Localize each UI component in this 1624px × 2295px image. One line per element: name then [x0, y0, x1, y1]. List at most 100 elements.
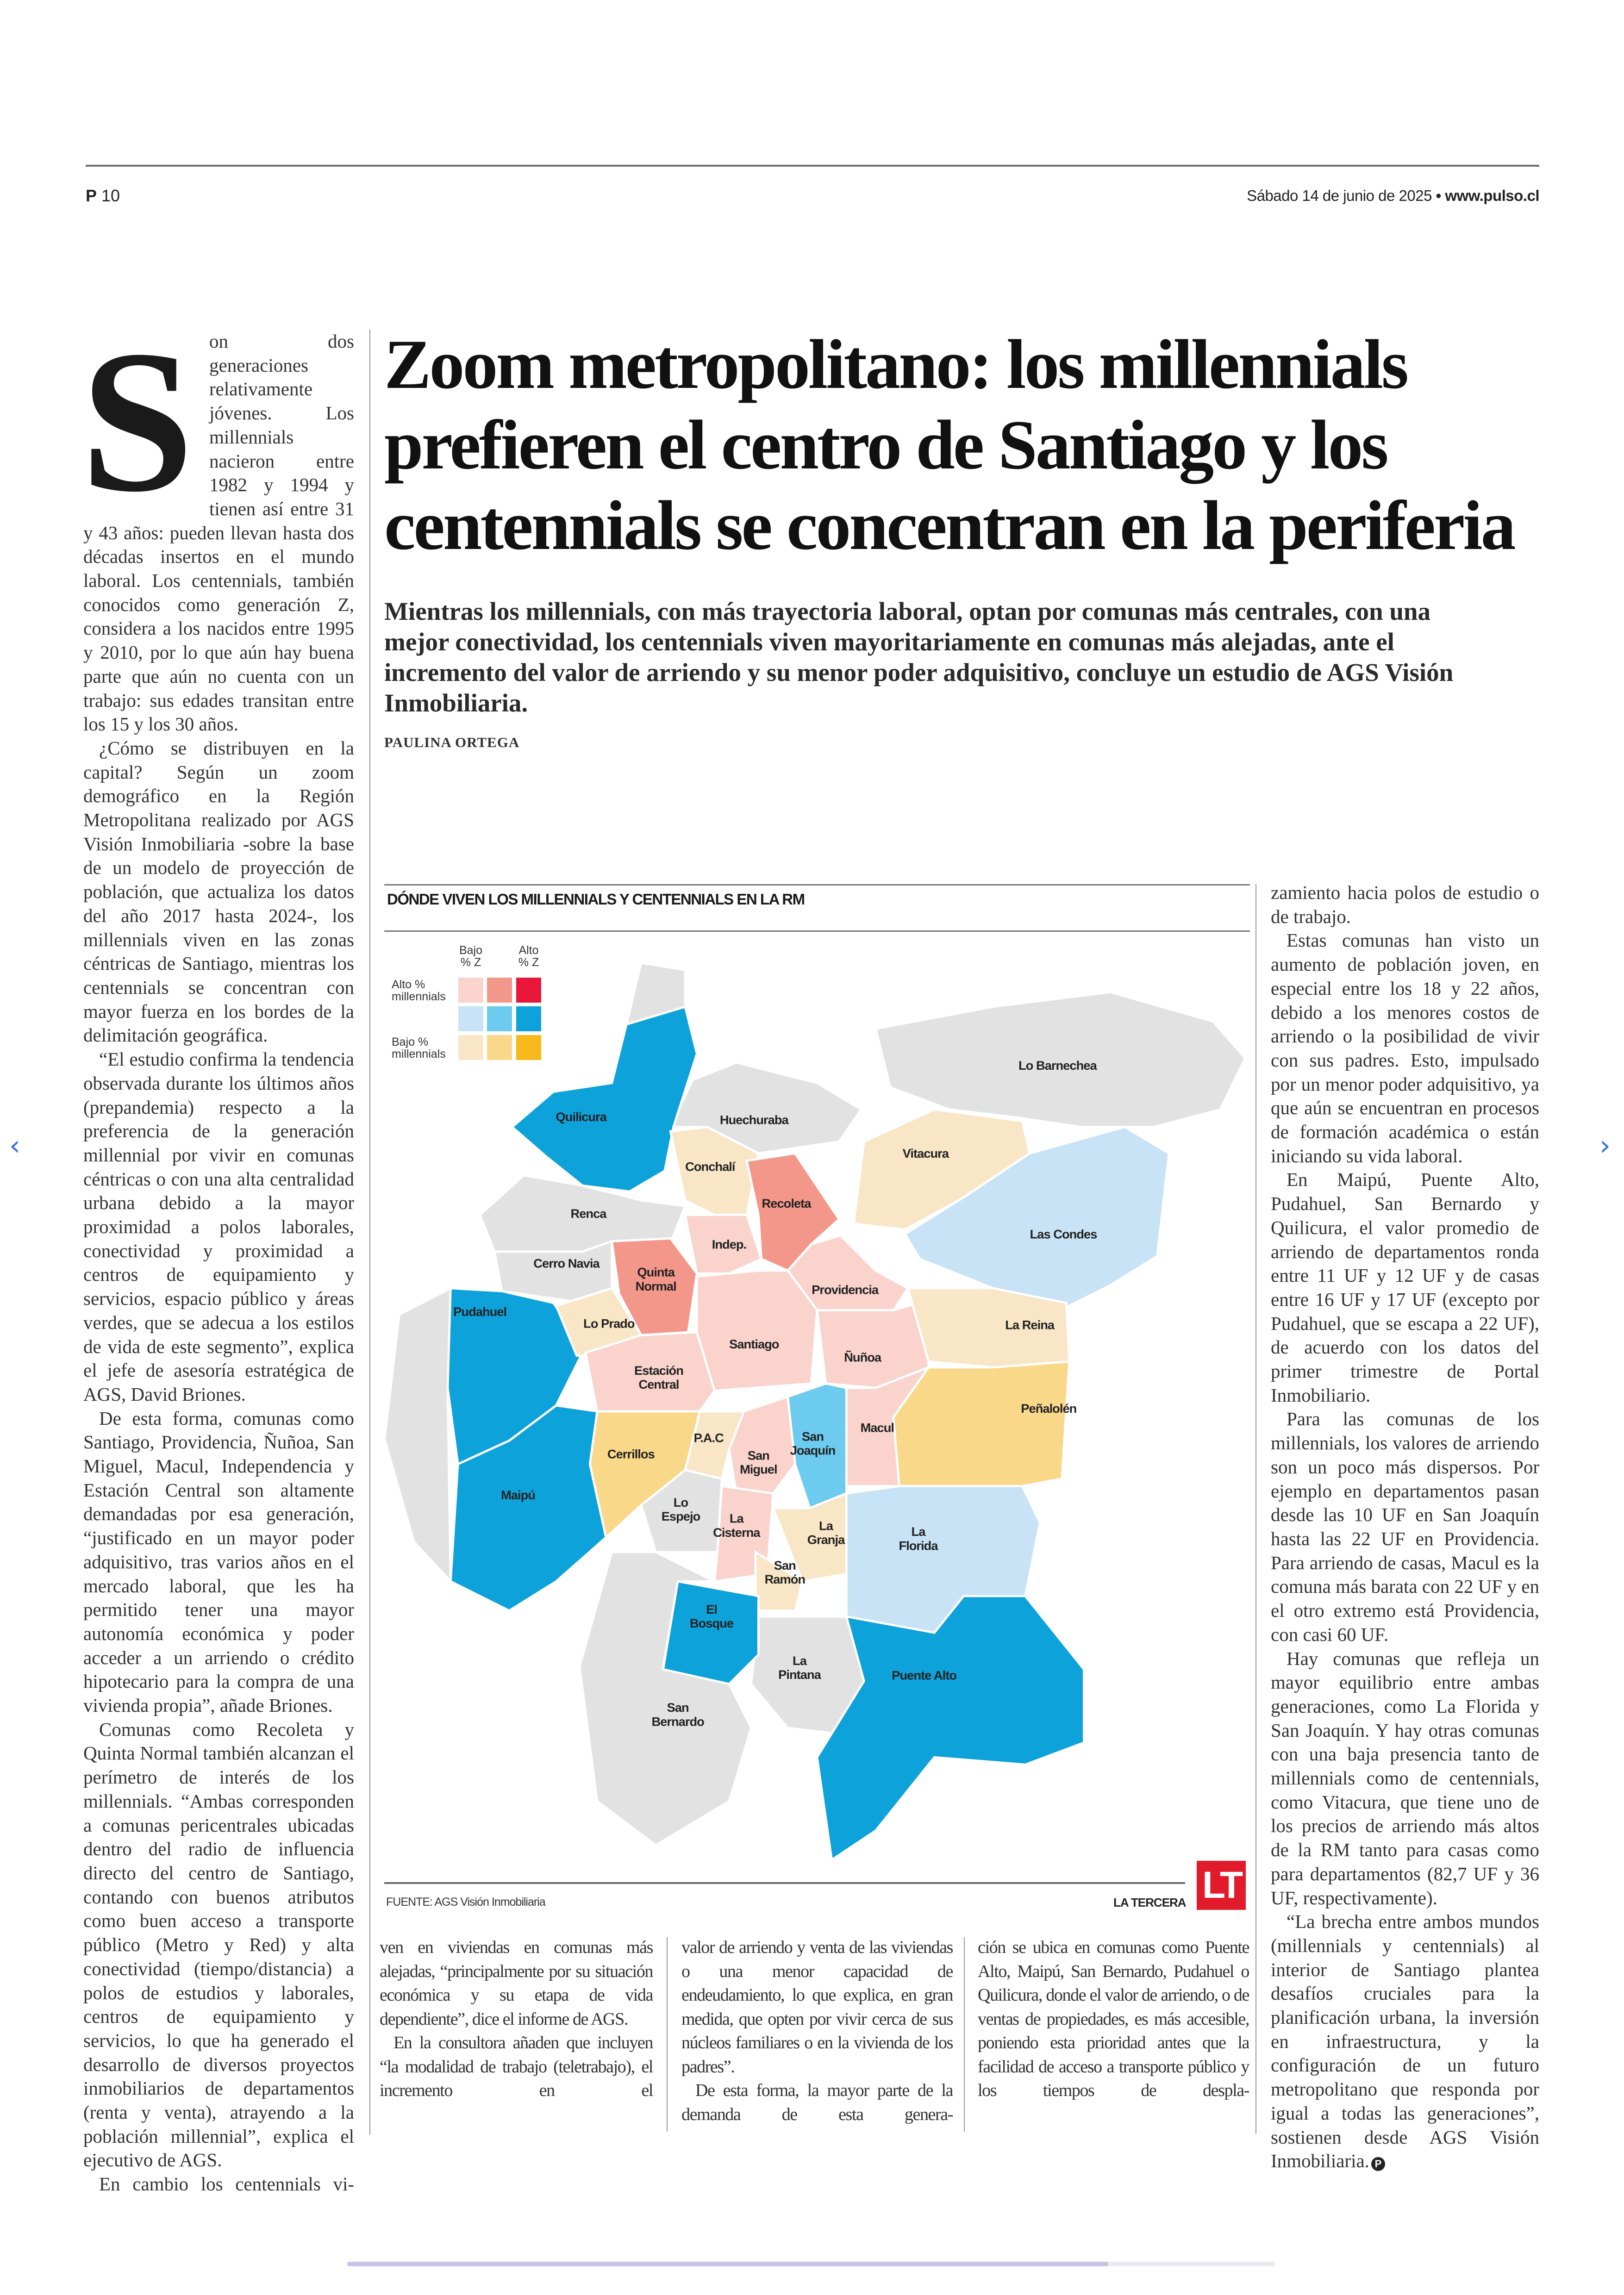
- paragraph: Estas comunas han visto un aumento de po…: [1271, 929, 1539, 1166]
- comuna-el-bosque: [662, 1580, 760, 1685]
- legend-swatch: [458, 1006, 483, 1031]
- chevron-left-icon[interactable]: ‹: [9, 1129, 20, 1162]
- map-region-outer: [383, 1286, 452, 1584]
- comuna-label: San Ramón: [765, 1558, 806, 1586]
- comuna-label: Indep.: [712, 1237, 746, 1252]
- paragraph: “El estudio confirma la tendencia observ…: [83, 1048, 354, 1405]
- paragraph: zamiento hacia polos de estudio o de tra…: [1271, 882, 1539, 927]
- paragraph: ción se ubica en comunas como Puente Alt…: [978, 1938, 1249, 2100]
- legend-swatch: [458, 978, 483, 1003]
- column-divider: [964, 1937, 965, 2132]
- santiago-comunas-map: Lo Barnechea Huechuraba Renca Cerro Navia Lo…: [383, 961, 1247, 1862]
- legend-row-high: Alto % millennials: [392, 978, 446, 1003]
- right-column: zamiento hacia polos de estudio o de tra…: [1271, 881, 1539, 2173]
- bottom-column-2: valor de arriendo y venta de las viviend…: [681, 1936, 953, 2127]
- graphic-top-rule: [384, 884, 1250, 886]
- comuna-label: Huechuraba: [720, 1112, 789, 1127]
- comuna-label: Recoleta: [762, 1196, 812, 1210]
- drop-cap: S: [81, 345, 194, 498]
- legend-row-low: Bajo % millennials: [392, 1035, 446, 1060]
- comuna-label: Lo Espejo: [662, 1495, 700, 1523]
- comuna-label: Renca: [571, 1206, 607, 1221]
- graphic-title: DÓNDE VIVEN LOS MILLENNIALS Y CENTENNIAL…: [387, 891, 805, 908]
- page-number: P 10: [86, 186, 120, 206]
- comuna-label: El Bosque: [690, 1602, 734, 1630]
- comuna-maipú: [449, 1404, 607, 1612]
- paragraph-text: “La brecha entre ambos mundos (millennia…: [1271, 1911, 1539, 2172]
- paragraph: En Maipú, Puente Alto, Pudahuel, San Ber…: [1271, 1169, 1539, 1406]
- comuna-label: La Cisterna: [713, 1511, 761, 1540]
- left-column: S on dos generaciones relativamente jóve…: [81, 330, 354, 2196]
- bottom-column-1: ven en viviendas en comunas más alejadas…: [380, 1936, 653, 2103]
- comuna-label: Cerro Navia: [533, 1256, 600, 1271]
- paragraph: Hay comunas que refleja un mayor equilib…: [1271, 1647, 1539, 1908]
- paragraph: En la consultora añaden que incluyen “la…: [380, 2033, 653, 2100]
- comuna-label: Quilicura: [556, 1110, 607, 1124]
- graphic-credit: LA TERCERA: [1113, 1896, 1187, 1909]
- comuna-las-condes: [903, 1126, 1170, 1309]
- comuna-indep-: [684, 1214, 763, 1275]
- graphic-bottom-rule: [384, 1882, 1185, 1884]
- comuna-label: La Florida: [899, 1524, 938, 1553]
- deck: Mientras los millennials, con más trayec…: [384, 597, 1454, 717]
- column-divider: [369, 330, 370, 2135]
- column-divider: [1255, 884, 1256, 2134]
- separator: •: [1436, 187, 1442, 204]
- top-rule: [86, 165, 1539, 167]
- paragraph: on dos generaciones relativamente jóvene…: [83, 331, 354, 735]
- date-text: Sábado 14 de junio de 2025: [1247, 187, 1432, 204]
- legend-swatch: [487, 1035, 512, 1060]
- la-tercera-logo: LT: [1197, 1861, 1246, 1910]
- paragraph: De esta forma, la mayor parte de la dema…: [681, 2081, 953, 2124]
- comuna-label: Pudahuel: [453, 1304, 506, 1319]
- paragraph: Para las comunas de los millennials, los…: [1271, 1408, 1539, 1645]
- comuna-san-bernardo: [578, 1551, 753, 1847]
- end-mark-icon: P: [1371, 2157, 1385, 2171]
- comuna-label: P.A.C: [693, 1431, 724, 1445]
- site-link[interactable]: www.pulso.cl: [1445, 187, 1539, 204]
- column-divider: [667, 1937, 668, 2132]
- legend-swatch: [516, 978, 541, 1003]
- comuna-label: Quinta Normal: [636, 1265, 676, 1293]
- chevron-right-icon[interactable]: ›: [1599, 1129, 1611, 1162]
- headline: Zoom metropolitano: los millennials pref…: [384, 325, 1516, 564]
- scrollbar-thumb[interactable]: [347, 2262, 1109, 2266]
- legend-swatch: [458, 1035, 483, 1060]
- comuna-label: Macul: [861, 1420, 894, 1434]
- comuna-santiago: [695, 1269, 818, 1392]
- paragraph: valor de arriendo y venta de las viviend…: [681, 1938, 953, 2077]
- comuna-label: Cerrillos: [607, 1447, 655, 1461]
- paragraph: En cambio los centennials vi-: [99, 2173, 354, 2195]
- legend-swatch: [487, 978, 512, 1003]
- comuna-label: San Joaquín: [790, 1429, 836, 1457]
- comuna-label: Puente Alto: [892, 1668, 956, 1683]
- comuna-label: Providencia: [812, 1283, 879, 1297]
- comuna-label: Vitacura: [903, 1146, 949, 1160]
- page-number-value: 10: [101, 186, 120, 205]
- legend-swatch: [516, 1006, 541, 1031]
- graphic-source: FUENTE: AGS Visión Inmobiliaria: [386, 1896, 546, 1908]
- comuna-label: La Pintana: [778, 1653, 821, 1682]
- comuna-label: Las Condes: [1030, 1227, 1098, 1241]
- paragraph: De esta forma, comunas como Santiago, Pr…: [83, 1407, 354, 1716]
- comuna-label: Maipú: [501, 1488, 535, 1502]
- paragraph: “La brecha entre ambos mundos (millennia…: [1271, 1910, 1539, 2173]
- legend-swatch: [487, 1006, 512, 1031]
- comuna-quilicura: [510, 1005, 698, 1193]
- comuna-label: San Miguel: [740, 1448, 777, 1477]
- comuna-vitacura: [852, 1108, 1031, 1231]
- legend-col-low: Bajo % Z: [459, 944, 483, 969]
- paragraph: Comunas como Recoleta y Quinta Normal ta…: [83, 1718, 354, 2171]
- comuna-label: La Reina: [1005, 1318, 1055, 1332]
- title-block: Zoom metropolitano: los millennials pref…: [384, 324, 1532, 751]
- graphic-title-rule: [384, 930, 1250, 932]
- byline: PAULINA ORTEGA: [384, 734, 520, 750]
- comuna-label: Lo Barnechea: [1018, 1058, 1097, 1073]
- legend-swatch: [516, 1035, 541, 1060]
- comuna-puente-alto: [816, 1595, 1085, 1862]
- scrollbar-track[interactable]: [347, 2262, 1275, 2266]
- comuna-label: San Bernardo: [651, 1700, 704, 1728]
- comuna-label: Peñalolén: [1021, 1401, 1076, 1416]
- comuna-label: Santiago: [729, 1337, 779, 1351]
